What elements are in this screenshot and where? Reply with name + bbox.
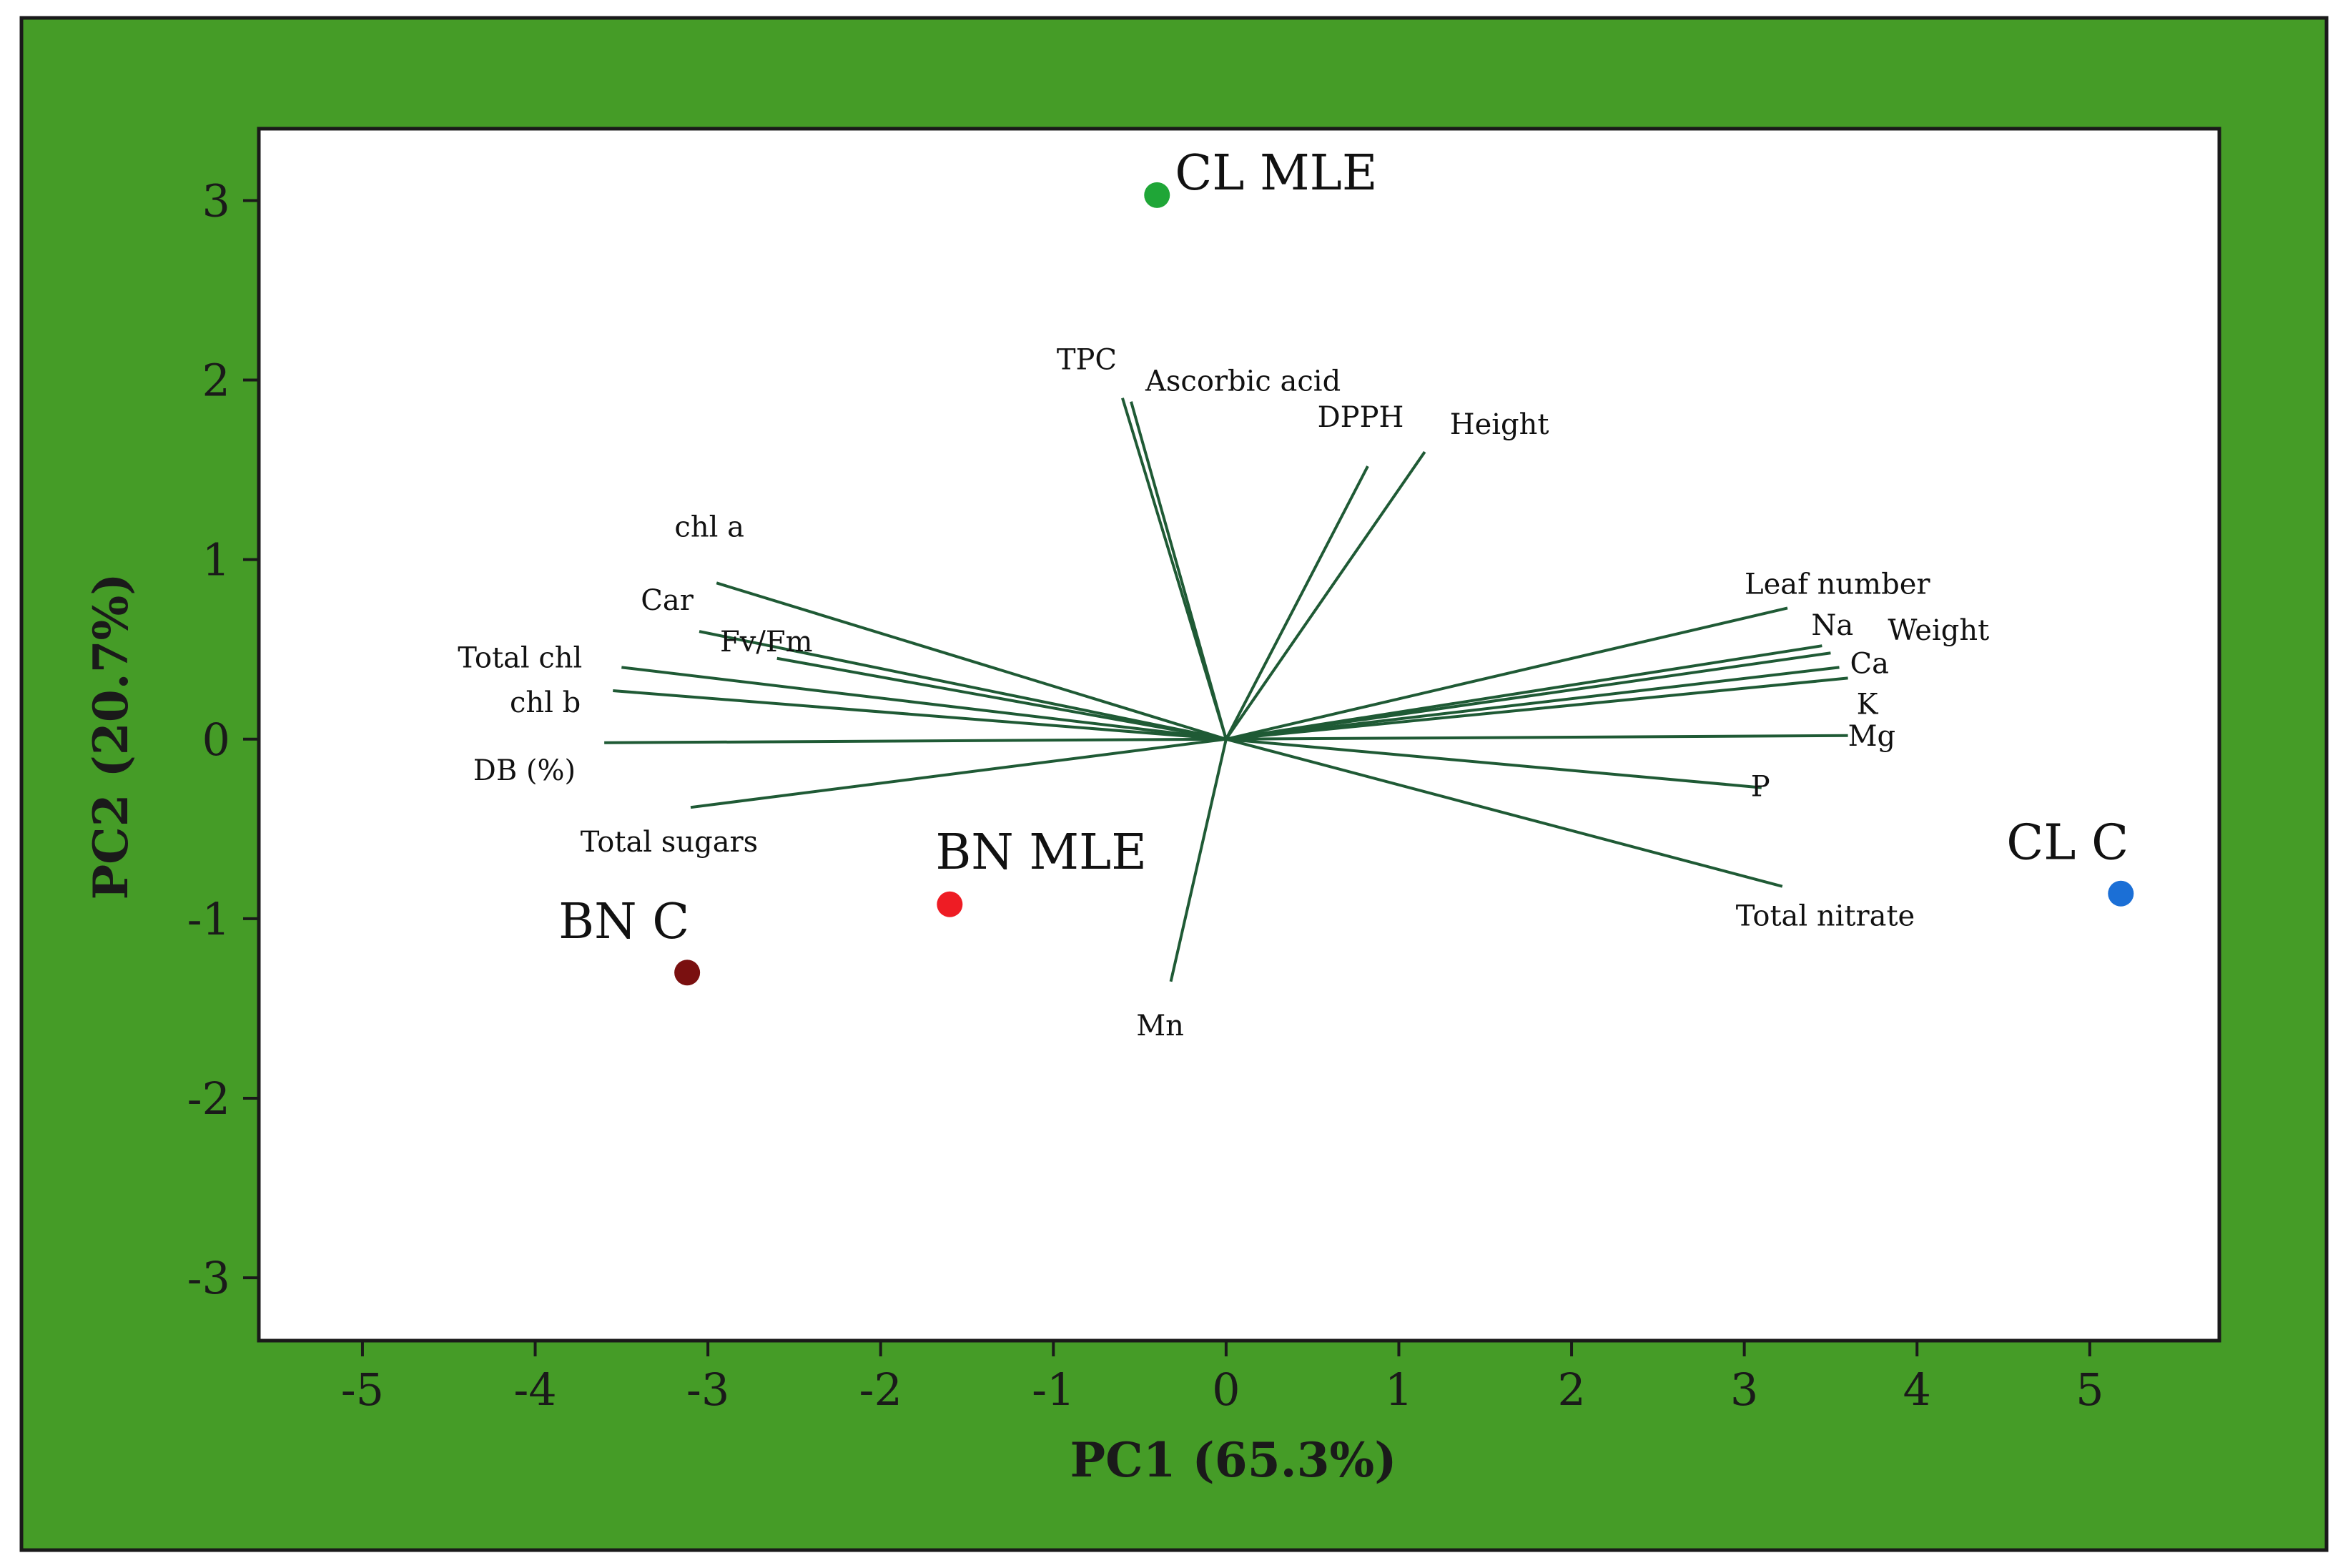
loading-label-total-nitrate: Total nitrate [1736,900,1915,933]
loading-line-weight [1225,651,1831,741]
x-tick-label: 5 [2076,1364,2103,1416]
y-tick-label: 2 [202,355,230,407]
loading-label-fv-fm: Fv/Fm [720,626,813,659]
x-tick-label: -4 [513,1364,556,1416]
score-point-bn-c [674,960,701,986]
loading-label-db: DB (%) [473,754,576,787]
x-tick-label: 0 [1212,1364,1240,1416]
loading-label-p: P [1751,771,1770,804]
y-tick-label: -3 [187,1252,230,1304]
score-points: CL MLE BN MLE BN C CL C [558,145,2134,986]
score-label-cl-c: CL C [2006,815,2129,872]
y-tick-label: -2 [187,1073,230,1125]
loading-label-leaf-number: Leaf number [1745,568,1930,601]
loading-line-height [1225,450,1426,740]
y-tick-label: -1 [187,893,230,945]
x-tick-label: 3 [1730,1364,1758,1416]
y-tick-label: 3 [202,174,230,227]
loading-label-chl-a: chl a [674,511,744,543]
loading-line-car [699,630,1227,741]
loading-label-tpc: TPC [1057,344,1117,377]
loading-label-mg: Mg [1848,720,1896,753]
loading-line-chl-b [613,689,1227,741]
loading-label-ca: Ca [1850,647,1889,680]
loading-label-mn: Mn [1136,1010,1184,1042]
score-label-cl-mle: CL MLE [1175,145,1377,202]
y-axis: 3 2 1 0 -1 -2 -3 [187,174,259,1304]
x-tick-label: -3 [686,1364,729,1416]
loading-label-total-sugars: Total sugars [581,826,758,859]
x-axis-title: PC1 (65.3%) [1070,1432,1397,1488]
loading-line-db [604,737,1226,744]
loading-line-mn [1169,739,1228,982]
loading-line-dpph [1225,465,1369,740]
loading-line-p [1225,737,1762,789]
x-tick-label: -2 [859,1364,902,1416]
loading-line-fv-fm [776,656,1227,741]
loading-label-weight: Weight [1888,614,1989,647]
x-tick-label: 1 [1385,1364,1413,1416]
loading-line-ca [1225,666,1840,741]
loading-label-height: Height [1450,408,1549,441]
score-label-bn-c: BN C [558,894,689,950]
loading-line-leaf-number [1225,606,1788,741]
loading-line-k [1225,676,1848,741]
loading-label-chl-b: chl b [510,686,581,719]
y-axis-title: PC2 (20.7%) [83,573,139,900]
score-point-cl-mle [1144,182,1170,208]
score-point-bn-mle [937,891,963,917]
score-point-cl-c [2108,880,2134,907]
loading-line-total-nitrate [1225,737,1783,888]
loading-line-total-sugars [690,737,1227,809]
loading-label-car: Car [641,584,694,617]
x-tick-label: 2 [1557,1364,1585,1416]
loading-line-mg [1225,734,1848,741]
loading-label-ascorbic-acid: Ascorbic acid [1145,365,1341,398]
loading-line-total-chl [621,666,1227,741]
loading-label-na: Na [1811,609,1853,642]
loading-line-ascorbic-acid [1130,401,1228,740]
loading-label-total-chl: Total chl [458,641,582,674]
loading-label-dpph: DPPH [1318,401,1404,434]
x-axis: -5 -4 -3 -2 -1 0 1 2 3 4 5 [341,1341,2104,1416]
x-tick-label: -5 [341,1364,384,1416]
x-tick-label: -1 [1032,1364,1075,1416]
score-label-bn-mle: BN MLE [935,824,1147,881]
loading-line-chl-a [716,581,1227,741]
y-tick-label: 1 [202,534,230,586]
x-tick-label: 4 [1903,1364,1930,1416]
y-tick-label: 0 [202,714,230,766]
loading-label-k: K [1857,688,1879,721]
